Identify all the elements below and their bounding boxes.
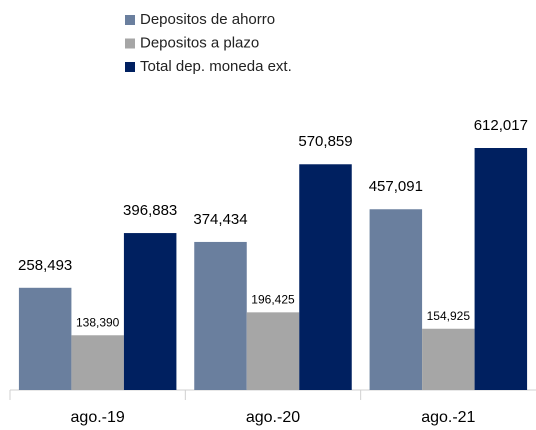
- bar: [422, 328, 475, 390]
- data-label: 258,493: [18, 257, 72, 274]
- data-label: 374,434: [193, 211, 247, 228]
- data-label: 154,925: [427, 309, 471, 323]
- bar: [194, 241, 247, 390]
- legend-swatch: [125, 38, 135, 49]
- data-label: 396,883: [123, 202, 177, 219]
- bar: [369, 209, 423, 390]
- bar: [246, 312, 300, 390]
- data-label: 138,390: [76, 315, 120, 329]
- legend-label: Depositos a plazo: [140, 34, 259, 51]
- data-label: 196,425: [251, 293, 295, 307]
- x-tick-label: ago.-19: [71, 409, 125, 426]
- legend-label: Depositos de ahorro: [140, 11, 275, 28]
- data-label: 570,859: [298, 133, 352, 150]
- legend-label: Total dep. moneda ext.: [140, 58, 292, 75]
- bar: [474, 148, 528, 390]
- data-label: 457,091: [369, 178, 423, 195]
- bar: [71, 335, 124, 390]
- data-label: 612,017: [474, 117, 528, 134]
- x-tick-label: ago.-20: [246, 409, 300, 426]
- bar: [18, 287, 72, 390]
- legend-swatch: [125, 62, 135, 72]
- x-tick-label: ago.-21: [421, 409, 475, 426]
- bar: [123, 233, 177, 390]
- legend-swatch: [125, 15, 135, 25]
- bar: [299, 164, 352, 390]
